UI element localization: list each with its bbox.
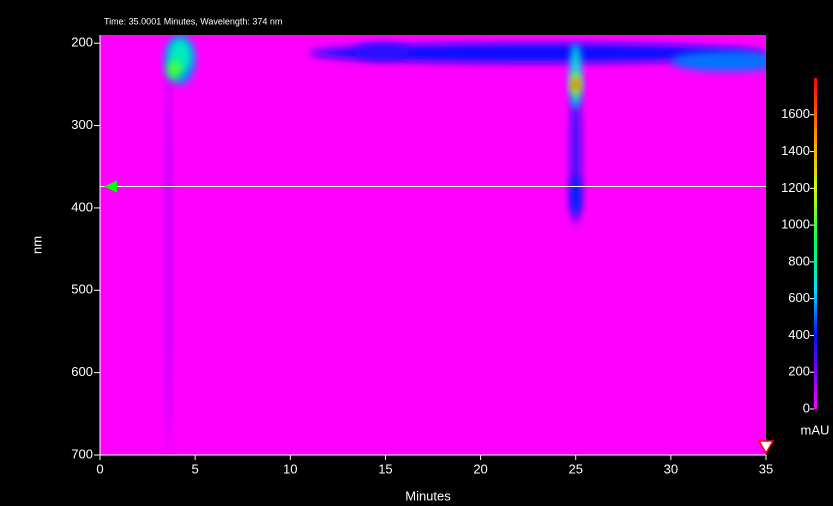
y-tick-label: 600: [71, 364, 93, 379]
heatmap-spot: [353, 43, 411, 60]
colorbar-label: mAU: [801, 422, 830, 437]
colorbar-tick-label: 1000: [781, 217, 810, 232]
colorbar-tick-label: 1200: [781, 180, 810, 195]
heatmap-spot: [570, 175, 582, 217]
colorbar: [814, 78, 817, 409]
x-axis-label: Minutes: [405, 488, 451, 503]
heatmap-spot: [166, 59, 182, 80]
colorbar-tick-label: 1600: [781, 106, 810, 121]
colorbar-tick-label: 400: [788, 327, 810, 342]
heatmap-spot: [165, 43, 172, 455]
chart-title: Time: 35.0001 Minutes, Wavelength: 374 n…: [104, 16, 282, 26]
cursor-marker: [757, 440, 775, 455]
colorbar-tick-label: 200: [788, 364, 810, 379]
x-tick-label: 0: [96, 461, 103, 476]
y-tick-label: 500: [71, 282, 93, 297]
y-tick-label: 700: [71, 446, 93, 461]
colorbar-tick-label: 1400: [781, 143, 810, 158]
x-tick-label: 5: [192, 461, 199, 476]
x-tick-label: 30: [664, 461, 678, 476]
x-tick-label: 25: [568, 461, 582, 476]
heatmap-layer: [164, 35, 766, 455]
colorbar-tick-label: 800: [788, 253, 810, 268]
y-tick-label: 300: [71, 117, 93, 132]
x-tick-label: 35: [759, 461, 773, 476]
x-tick-label: 15: [378, 461, 392, 476]
x-tick-label: 10: [283, 461, 297, 476]
x-tick-label: 20: [473, 461, 487, 476]
cursor-marker: [104, 180, 117, 193]
heatmap-spot: [670, 51, 766, 72]
y-axis-label: nm: [29, 236, 44, 254]
colorbar-tick-label: 0: [803, 400, 810, 415]
plot-background: [100, 35, 766, 455]
colorbar-tick-label: 600: [788, 290, 810, 305]
y-tick-label: 400: [71, 199, 93, 214]
y-tick-label: 200: [71, 35, 93, 50]
heatmap-spot: [572, 78, 579, 91]
heatmap-spot: [309, 43, 766, 63]
